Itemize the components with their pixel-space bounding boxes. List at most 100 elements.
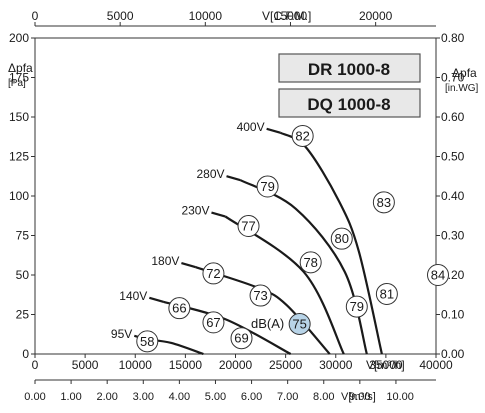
sound-marker-value: 66 xyxy=(172,301,186,316)
bottom-secondary-tick-label: 3.00 xyxy=(133,391,154,403)
bottom-tick-label: 0 xyxy=(32,358,39,372)
sound-marker-circle xyxy=(299,251,322,274)
sound-marker: 66 xyxy=(168,297,191,320)
bottom-secondary-tick-label: 7.00 xyxy=(277,391,298,403)
sound-marker: 80 xyxy=(330,227,353,250)
sound-marker-value: 75 xyxy=(292,316,306,331)
sound-marker: 73 xyxy=(249,284,272,307)
sound-marker-value: 69 xyxy=(234,331,248,346)
sound-marker: 79 xyxy=(345,295,368,318)
bottom-secondary-tick-label: 10.00 xyxy=(386,391,414,403)
sound-level-markers: 82 83 84 79 80 81 77 78 79 72 73 75 66 67 69 58 xyxy=(136,124,450,353)
model-name-dr: DR 1000-8 xyxy=(308,60,390,79)
bottom-secondary-tick-label: 9.00 xyxy=(349,391,370,403)
bottom-secondary-tick-label: 5.00 xyxy=(205,391,226,403)
left-tick-label: 125 xyxy=(9,150,29,164)
sound-marker-value: 73 xyxy=(253,288,267,303)
bottom-secondary-tick-label: 8.00 xyxy=(313,391,334,403)
right-axis-unit: [in.WG] xyxy=(445,83,479,94)
axis-ticks: 02550751001251501752000.000.100.200.300.… xyxy=(9,9,465,403)
left-tick-label: 25 xyxy=(16,308,30,322)
sound-marker-value: 83 xyxy=(377,195,391,210)
top-tick-label: 5000 xyxy=(107,9,134,23)
bottom-secondary-tick-label: 1.00 xyxy=(60,391,81,403)
bottom-tick-label: 35000 xyxy=(369,358,403,372)
voltage-label-400V: 400V xyxy=(237,120,265,134)
sound-marker-circle xyxy=(427,264,450,286)
sound-marker-circle xyxy=(230,327,253,350)
bottom-secondary-tick-label: 0.00 xyxy=(24,391,45,403)
sound-marker-circle xyxy=(136,330,159,353)
right-tick-label: 0.40 xyxy=(441,189,465,203)
sound-marker-circle xyxy=(288,312,311,335)
voltage-label-140V: 140V xyxy=(119,289,147,303)
bottom-tick-label: 40000 xyxy=(419,358,453,372)
top-tick-label: 0 xyxy=(32,9,39,23)
sound-marker-value: 77 xyxy=(241,219,255,234)
model-box-dq: DQ 1000-8 xyxy=(278,88,421,118)
bottom-secondary-tick-label: 6.00 xyxy=(241,391,262,403)
sound-marker: 84 xyxy=(427,264,450,286)
sound-marker-circle xyxy=(237,215,260,238)
left-tick-label: 75 xyxy=(16,229,30,243)
bottom-tick-label: 5000 xyxy=(72,358,99,372)
sound-marker-circle xyxy=(291,124,314,147)
left-tick-label: 50 xyxy=(16,268,30,282)
sound-marker: 81 xyxy=(375,282,398,305)
sound-marker-value: 79 xyxy=(260,179,274,194)
bottom-secondary-tick-label: 4.00 xyxy=(169,391,190,403)
top-tick-label: 20000 xyxy=(359,9,393,23)
sound-marker-circle xyxy=(372,191,395,214)
model-box-dr: DR 1000-8 xyxy=(278,53,421,83)
sound-marker-value: 72 xyxy=(206,266,220,281)
sound-marker-value: 80 xyxy=(335,231,349,246)
left-tick-label: 175 xyxy=(9,71,29,85)
sound-marker-circle xyxy=(345,295,368,318)
sound-marker-value: 84 xyxy=(431,268,445,283)
sound-marker-value: 79 xyxy=(350,299,364,314)
voltage-label-95V: 95V xyxy=(111,327,132,341)
sound-marker: 79 xyxy=(256,175,279,198)
sound-marker: 83 xyxy=(372,191,395,214)
sound-marker-value: 82 xyxy=(295,128,309,143)
voltage-label-230V: 230V xyxy=(181,204,209,218)
noise-unit-label: dB(A) xyxy=(251,316,284,331)
sound-marker-value: 67 xyxy=(206,315,220,330)
bottom-axis-label: V[m³/h] xyxy=(366,358,405,372)
left-axis-unit: [Pa] xyxy=(8,78,26,89)
right-tick-label: 0.70 xyxy=(441,71,465,85)
left-tick-label: 0 xyxy=(22,347,29,361)
sound-marker-circle xyxy=(168,297,191,320)
sound-marker-value: 78 xyxy=(303,255,317,270)
left-axis-label: Δpfa xyxy=(8,61,33,75)
sound-marker-value: 58 xyxy=(140,334,154,349)
sound-marker-circle xyxy=(375,282,398,305)
sound-marker-value: 81 xyxy=(380,286,394,301)
bottom-tick-label: 30000 xyxy=(319,358,353,372)
sound-marker-circle xyxy=(202,262,225,285)
right-axis-label: Δpfa xyxy=(452,66,477,80)
bottom-secondary-tick-label: 2.00 xyxy=(96,391,117,403)
sound-marker: 78 xyxy=(299,251,322,274)
right-tick-label: 0.80 xyxy=(441,31,465,45)
bottom-tick-label: 20000 xyxy=(219,358,253,372)
curve-leader xyxy=(149,296,164,303)
bottom-secondary-axis-label: V[m³/s] xyxy=(341,391,376,403)
curve-leader xyxy=(266,127,281,134)
sound-marker-circle xyxy=(249,284,272,307)
top-axis-label: V[C.F.M.] xyxy=(262,9,311,23)
curve-leader xyxy=(211,211,226,218)
curve-leader xyxy=(181,262,196,269)
curve-leader xyxy=(226,175,241,182)
model-name-dq: DQ 1000-8 xyxy=(307,95,390,114)
sound-marker: 72 xyxy=(202,262,225,285)
left-tick-label: 200 xyxy=(9,31,29,45)
right-tick-label: 0.00 xyxy=(441,347,465,361)
sound-marker: 77 xyxy=(237,215,260,238)
top-tick-label: 15000 xyxy=(274,9,308,23)
sound-marker-circle xyxy=(202,311,225,334)
bottom-tick-label: 25000 xyxy=(269,358,303,372)
sound-marker: 58 xyxy=(136,330,159,353)
sound-marker: 67 xyxy=(202,311,225,334)
